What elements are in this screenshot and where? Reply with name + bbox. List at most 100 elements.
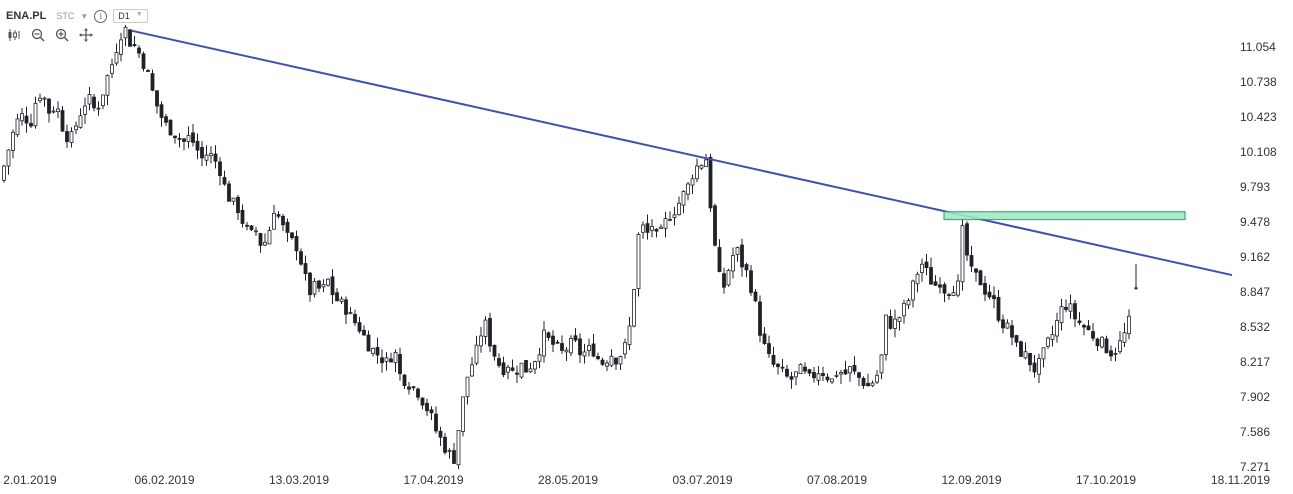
candle-body <box>947 294 951 297</box>
candle-body <box>893 318 897 329</box>
candle-body <box>537 354 542 362</box>
candle-body <box>933 281 938 286</box>
candle-body <box>668 218 672 221</box>
candle-body <box>1134 287 1138 290</box>
source-label[interactable]: STC <box>56 11 75 21</box>
candle-body <box>47 98 51 114</box>
candle-body <box>596 355 600 360</box>
crosshair-icon[interactable] <box>78 28 94 42</box>
drawings[interactable] <box>131 29 1233 277</box>
candle-body <box>236 196 240 214</box>
candle-body <box>380 357 384 364</box>
candle-body <box>789 376 794 380</box>
candle-body <box>654 228 659 232</box>
candle-body <box>245 224 249 227</box>
candle-body <box>339 298 344 302</box>
trendline <box>131 29 1233 277</box>
candle-body <box>902 302 906 317</box>
chart-header: ENA.PL STC ▼ i D1 ▼ <box>6 7 148 25</box>
x-tick-label: 17.10.2019 <box>1076 473 1136 487</box>
candle-body <box>429 409 434 414</box>
y-tick-label: 10.738 <box>1240 75 1277 89</box>
candle-body <box>609 355 614 366</box>
candle-body <box>623 342 627 355</box>
candle-body <box>992 295 996 300</box>
x-tick-label: 13.03.2019 <box>269 473 329 487</box>
candle-body <box>1122 332 1127 343</box>
candle-body <box>326 278 330 286</box>
candle-body <box>848 366 852 374</box>
candle-body <box>888 315 893 329</box>
candle-body <box>29 122 33 127</box>
candle-body <box>42 97 47 100</box>
candle-body <box>362 329 366 336</box>
x-tick-label: 12.09.2019 <box>941 473 1001 487</box>
candle-body <box>308 272 312 296</box>
candle-body <box>672 214 677 218</box>
candle-body <box>569 338 573 354</box>
candle-body <box>677 202 681 216</box>
candle-body <box>969 255 974 267</box>
candle-body <box>960 225 965 283</box>
candle-body <box>128 29 132 47</box>
candle-body <box>258 233 263 246</box>
candlesticks <box>2 24 1138 470</box>
candle-body <box>812 372 816 379</box>
candle-body <box>681 191 686 206</box>
candle-body <box>69 131 74 143</box>
candle-body <box>470 364 474 377</box>
y-tick-label: 8.532 <box>1240 320 1270 334</box>
y-tick-label: 9.793 <box>1240 180 1270 194</box>
x-tick-label: 18.11.2019 <box>1211 473 1270 487</box>
candle-body <box>1104 338 1109 354</box>
candle-body <box>1032 362 1037 373</box>
candle-body <box>951 292 956 296</box>
candle-body <box>1082 325 1086 328</box>
candle-body <box>506 366 510 373</box>
candle-body <box>263 241 267 246</box>
candle-body <box>407 386 411 390</box>
candle-body <box>303 263 308 275</box>
candle-body <box>344 299 348 315</box>
candle-body <box>956 280 960 296</box>
candle-body <box>146 70 150 72</box>
candle-body <box>825 376 830 381</box>
candle-body <box>767 343 771 354</box>
candle-body <box>200 147 204 159</box>
zoom-out-icon[interactable] <box>30 28 46 42</box>
candle-body <box>92 96 96 109</box>
candle-body <box>105 75 110 96</box>
candle-body <box>452 450 456 464</box>
candlestick-type-icon[interactable] <box>6 28 22 42</box>
candle-body <box>447 449 452 452</box>
candle-body <box>884 314 888 355</box>
candle-body <box>798 364 803 375</box>
candle-body <box>920 263 924 273</box>
candle-body <box>605 362 609 367</box>
candle-body <box>1068 303 1073 312</box>
zoom-in-icon[interactable] <box>54 28 70 42</box>
timeframe-selector[interactable]: D1 ▼ <box>113 9 148 23</box>
chevron-down-icon[interactable]: ▼ <box>80 11 89 21</box>
candle-body <box>870 382 875 387</box>
candle-body <box>996 296 1001 321</box>
candle-body <box>699 164 704 169</box>
candle-body <box>843 369 848 375</box>
info-icon[interactable]: i <box>94 9 108 23</box>
candle-body <box>281 215 285 226</box>
candle-body <box>524 360 528 373</box>
candle-body <box>501 362 506 376</box>
candle-body <box>24 115 29 124</box>
candle-body <box>65 131 69 142</box>
candle-body <box>119 39 123 55</box>
candle-body <box>227 183 231 202</box>
candle-body <box>11 131 15 151</box>
symbol-label: ENA.PL <box>6 10 47 22</box>
candle-body <box>834 374 839 377</box>
candle-body <box>213 153 218 162</box>
candle-body <box>371 347 375 354</box>
y-tick-label: 7.271 <box>1240 460 1270 474</box>
candle-body <box>591 343 596 357</box>
candle-body <box>551 335 555 345</box>
